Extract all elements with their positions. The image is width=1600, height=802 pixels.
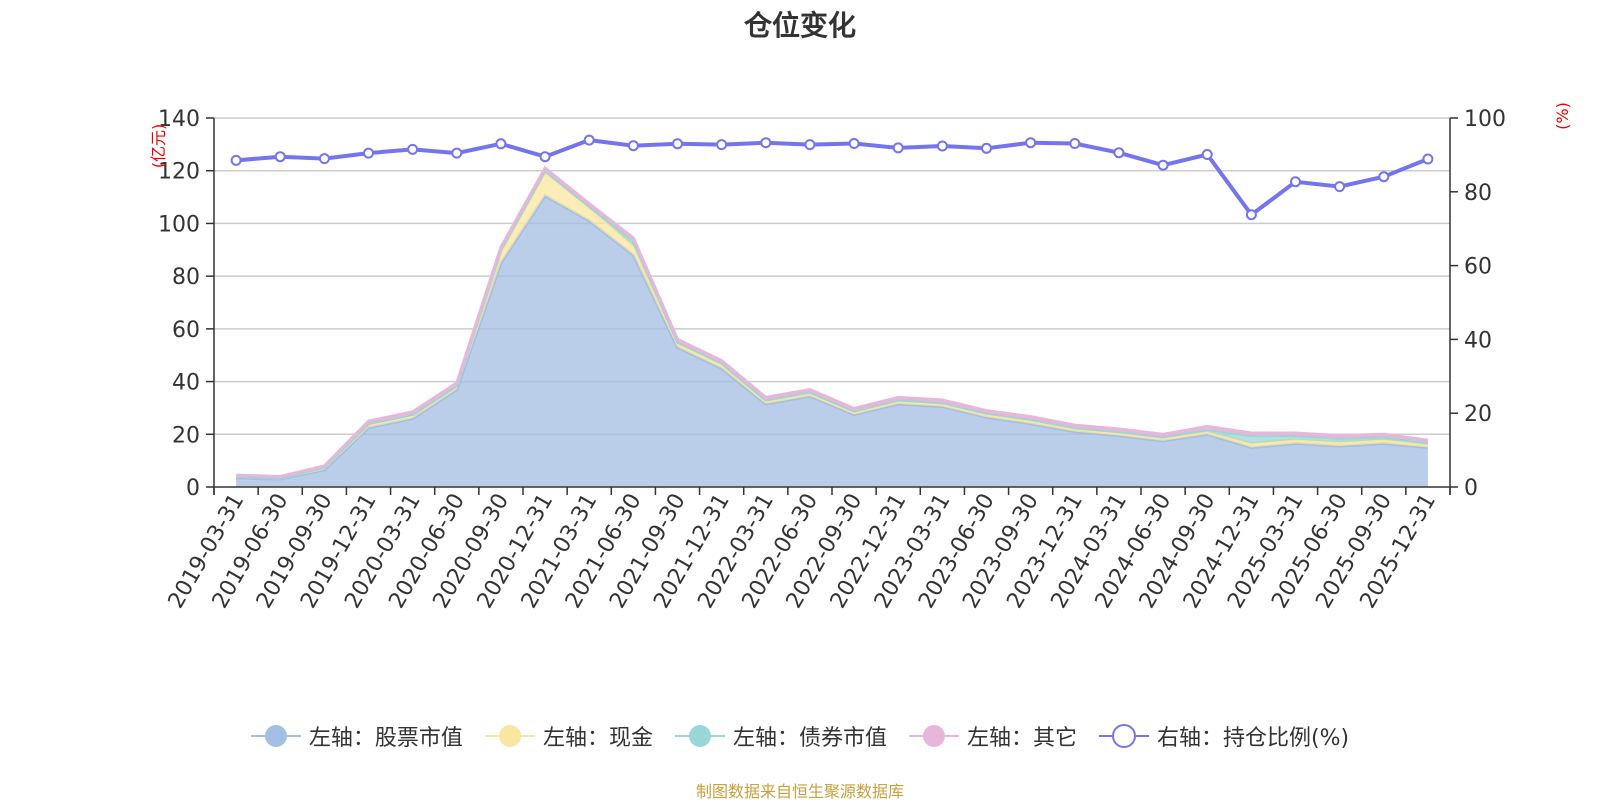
- legend-item-stock[interactable]: 左轴：股票市值: [250, 720, 463, 752]
- ratio-point: [627, 140, 639, 152]
- chart-legend: 左轴：股票市值 左轴：现金 左轴：债券市值 左轴：其它 右轴：持仓比例(%): [0, 720, 1600, 752]
- legend-label-bond: 左轴：债券市值: [732, 726, 887, 751]
- ratio-point: [1290, 176, 1301, 188]
- ratio-point: [1334, 181, 1346, 193]
- ratio-point: [981, 142, 992, 154]
- right-tick-label: 80: [1464, 181, 1492, 206]
- left-tick-label: 80: [172, 265, 200, 290]
- ratio-point: [1113, 147, 1125, 159]
- ratio-point: [760, 137, 772, 149]
- ratio-point: [318, 153, 330, 165]
- ratio-point: [495, 138, 507, 150]
- right-tick-label: 0: [1464, 476, 1478, 501]
- legend-swatch-cash: [484, 725, 535, 747]
- ratio-point: [1157, 159, 1169, 171]
- area-series-0: [236, 195, 1428, 488]
- legend-item-cash[interactable]: 左轴：现金: [484, 720, 653, 752]
- legend-label-ratio: 右轴：持仓比例(%): [1156, 726, 1350, 751]
- ratio-point: [1069, 138, 1081, 149]
- legend-swatch-ratio: [1098, 724, 1149, 748]
- ratio-line: [235, 138, 1429, 218]
- legend-label-stock: 左轴：股票市值: [308, 726, 463, 751]
- legend-swatch-bond: [674, 725, 725, 747]
- left-tick-label: 120: [158, 160, 200, 185]
- area-edge-series-3: [236, 165, 1429, 479]
- legend-label-other: 左轴：其它: [966, 726, 1077, 751]
- ratio-point: [804, 139, 816, 151]
- ratio-point: [539, 151, 551, 163]
- ratio-point: [848, 138, 860, 149]
- left-tick-label: 60: [172, 318, 200, 343]
- ratio-point: [1378, 171, 1390, 183]
- left-axis-unit: (亿元): [149, 124, 168, 169]
- left-tick-label: 0: [186, 476, 200, 501]
- right-tick-label: 100: [1464, 107, 1506, 132]
- ratio-point: [1245, 209, 1257, 221]
- right-tick-label: 40: [1464, 328, 1492, 353]
- legend-item-bond[interactable]: 左轴：债券市值: [674, 720, 887, 752]
- legend-swatch-other: [908, 725, 959, 747]
- ratio-point: [1025, 137, 1037, 149]
- legend-label-cash: 左轴：现金: [542, 726, 653, 751]
- ratio-point: [672, 138, 683, 150]
- right-axis-unit: (%): [1553, 102, 1572, 130]
- legend-item-ratio[interactable]: 右轴：持仓比例(%): [1098, 720, 1350, 752]
- legend-swatch-stock: [250, 725, 301, 747]
- ratio-point: [451, 147, 463, 159]
- source-note: 制图数据来自恒生聚源数据库: [695, 782, 904, 801]
- ratio-point: [583, 134, 595, 146]
- left-tick-label: 100: [158, 212, 200, 237]
- ratio-point: [230, 154, 242, 166]
- legend-item-other[interactable]: 左轴：其它: [908, 720, 1077, 752]
- ratio-point: [363, 147, 374, 159]
- left-tick-label: 40: [172, 371, 200, 396]
- ratio-point: [936, 140, 948, 152]
- chart-title: 仓位变化: [743, 9, 856, 42]
- right-tick-label: 20: [1464, 402, 1492, 427]
- ratio-point: [1201, 149, 1213, 160]
- ratio-point: [892, 142, 904, 154]
- right-tick-label: 60: [1464, 255, 1492, 280]
- ratio-point: [1422, 153, 1434, 165]
- ratio-point: [407, 143, 419, 155]
- ratio-point: [716, 139, 728, 151]
- left-tick-label: 140: [158, 107, 200, 132]
- ratio-point: [274, 151, 286, 163]
- left-tick-label: 20: [172, 423, 200, 448]
